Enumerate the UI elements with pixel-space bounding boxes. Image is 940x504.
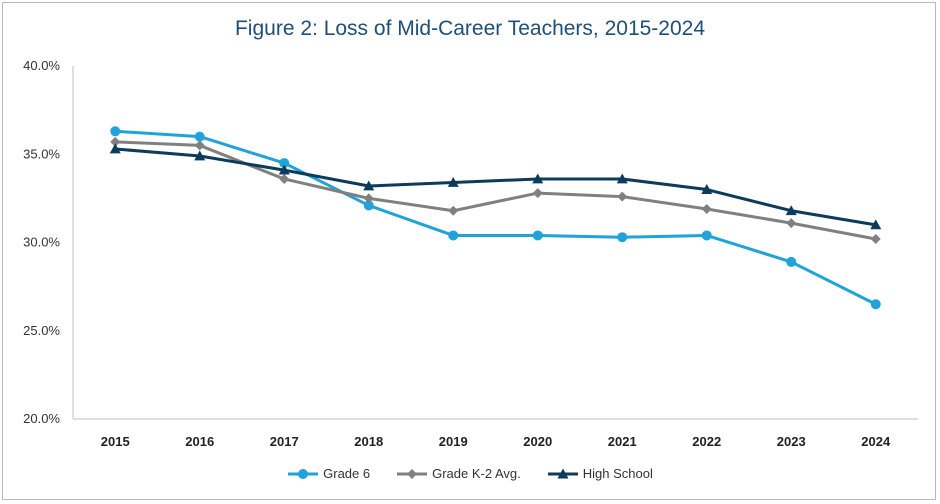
data-point-grade-k-2-avg: [701, 203, 712, 214]
data-point-high-school: [616, 173, 628, 184]
legend-label-high-school: High School: [582, 466, 653, 481]
data-point-high-school: [278, 164, 290, 175]
data-point-high-school: [447, 176, 459, 187]
data-point-grade-k-2-avg: [110, 136, 121, 147]
legend-swatch-high-school: [547, 468, 578, 478]
data-point-grade-6: [110, 126, 121, 137]
x-tick-label: 2018: [354, 434, 383, 449]
data-point-high-school: [194, 150, 206, 161]
data-point-grade-6: [279, 158, 290, 169]
y-tick-label: 40.0%: [23, 58, 60, 73]
x-tick-label: 2015: [101, 434, 130, 449]
data-point-grade-k-2-avg: [617, 191, 628, 202]
y-tick-label: 25.0%: [23, 323, 60, 338]
legend-label-grade-6: Grade 6: [323, 466, 371, 481]
y-tick-label: 30.0%: [23, 235, 60, 250]
legend-item-grade-k-2-avg: Grade K-2 Avg.: [396, 466, 521, 481]
y-tick-label: 20.0%: [23, 411, 60, 426]
series-line-grade-k-2-avg: [115, 140, 877, 241]
legend-swatch-grade-k-2-avg: [397, 468, 428, 479]
data-point-high-school: [870, 219, 882, 230]
x-tick-label: 2024: [861, 434, 891, 449]
data-point-grade-6: [786, 256, 797, 267]
data-point-grade-6: [194, 131, 205, 142]
data-point-grade-6: [701, 230, 712, 241]
legend-swatch-grade-6: [288, 468, 319, 479]
data-point-grade-6: [363, 200, 374, 211]
chart-title: Figure 2: Loss of Mid-Career Teachers, 2…: [234, 17, 706, 40]
data-point-high-school: [363, 180, 375, 191]
data-point-grade-k-2-avg: [448, 205, 459, 216]
data-point-grade-6: [448, 230, 459, 241]
data-point-grade-k-2-avg: [786, 218, 797, 229]
data-point-grade-6: [532, 230, 543, 241]
x-tick-label: 2017: [270, 434, 299, 449]
legend-label-grade-k-2-avg: Grade K-2 Avg.: [432, 466, 521, 481]
x-tick-label: 2022: [692, 434, 721, 449]
data-point-grade-6: [870, 299, 881, 310]
x-tick-label: 2016: [185, 434, 214, 449]
series-line-grade-6: [115, 129, 877, 306]
x-tick-label: 2021: [608, 434, 637, 449]
legend-item-high-school: High School: [547, 466, 653, 481]
chart-legend: Grade 6 Grade K-2 Avg. High School: [0, 466, 940, 481]
y-tick-label: 35.0%: [23, 146, 60, 161]
data-point-grade-k-2-avg: [363, 193, 374, 204]
data-point-high-school: [701, 184, 713, 194]
data-point-grade-k-2-avg: [279, 173, 290, 184]
legend-item-grade-6: Grade 6: [287, 466, 370, 481]
x-tick-label: 2019: [439, 434, 468, 449]
data-point-high-school: [532, 173, 544, 184]
data-point-grade-6: [617, 232, 628, 243]
data-point-high-school: [785, 205, 797, 216]
x-tick-label: 2023: [777, 434, 806, 449]
data-point-grade-k-2-avg: [532, 188, 543, 199]
data-point-grade-k-2-avg: [194, 140, 205, 151]
data-point-grade-k-2-avg: [870, 233, 881, 244]
series-line-high-school: [115, 147, 876, 227]
x-tick-label: 2020: [523, 434, 552, 449]
data-point-high-school: [109, 143, 121, 154]
